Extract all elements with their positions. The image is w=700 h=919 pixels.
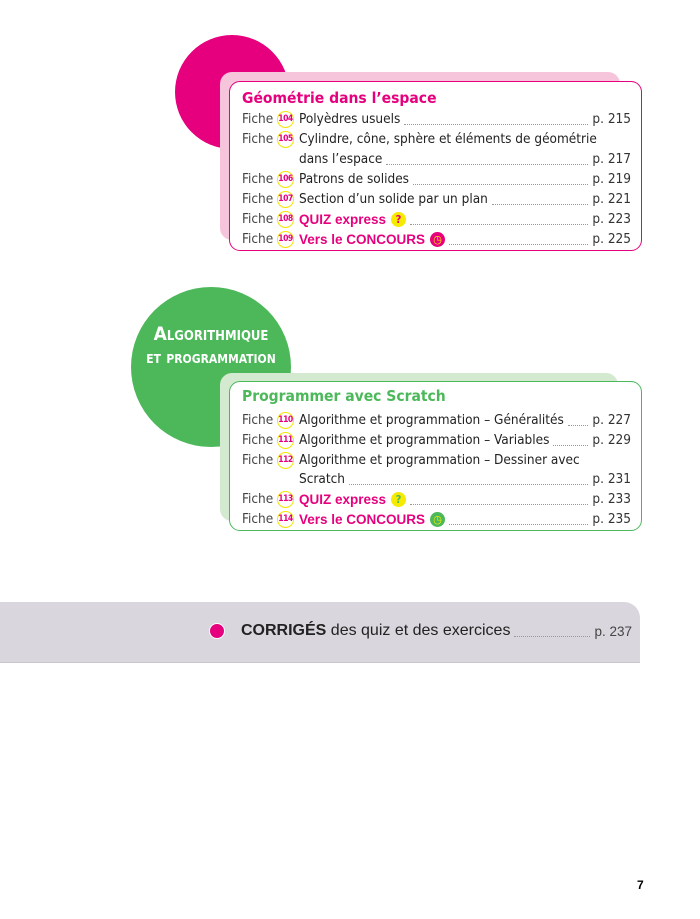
entry-label: dans l’espace bbox=[299, 151, 383, 167]
clock-icon: ◷ bbox=[430, 231, 446, 247]
fiche-number-badge: 114 bbox=[277, 510, 294, 528]
entry-label: Polyèdres usuels bbox=[299, 111, 401, 127]
fiche-number-badge: 113 bbox=[277, 490, 294, 508]
toc-entry[interactable]: Fiche 109 Vers le CONCOURS ◷ p. 225 bbox=[242, 229, 631, 249]
toc-entry[interactable]: Fiche 104 Polyèdres usuels p. 215 bbox=[242, 109, 631, 129]
entry-page: p. 231 bbox=[592, 471, 631, 487]
dot-leader bbox=[410, 214, 589, 225]
dot-leader bbox=[386, 154, 589, 165]
dot-leader bbox=[348, 474, 589, 485]
dot-leader bbox=[553, 435, 589, 446]
entry-page: p. 227 bbox=[592, 412, 631, 428]
fiche-prefix: Fiche bbox=[242, 111, 274, 127]
dot-leader bbox=[404, 114, 589, 125]
fiche-prefix: Fiche bbox=[242, 412, 274, 428]
page-number: 7 bbox=[637, 878, 644, 892]
toc-entry[interactable]: Fiche 105 Cylindre, cône, sphère et élémen… bbox=[242, 129, 631, 149]
entry-label: Scratch bbox=[299, 471, 345, 487]
fiche-number-badge: 106 bbox=[277, 170, 294, 188]
fiche-number-badge: 108 bbox=[277, 210, 294, 228]
pink-dot-icon bbox=[209, 623, 225, 639]
algo-title: Programmer avec Scratch bbox=[242, 387, 446, 405]
clock-icon: ◷ bbox=[430, 511, 446, 527]
toc-entry[interactable]: Scratch p. 231 bbox=[242, 469, 631, 489]
dot-leader bbox=[491, 194, 589, 205]
entry-label: Cylindre, cône, sphère et éléments de gé… bbox=[299, 131, 597, 147]
toc-entry[interactable]: Fiche 108 QUIZ express? p. 223 bbox=[242, 209, 631, 229]
toc-entry[interactable]: Fiche 112 Algorithme et programmation – De… bbox=[242, 450, 631, 470]
corriges-label: des quiz et des exercices bbox=[326, 622, 511, 639]
fiche-prefix: Fiche bbox=[242, 131, 274, 147]
dot-leader bbox=[514, 626, 591, 637]
entry-label: QUIZ express bbox=[299, 491, 387, 507]
entry-label: Section d’un solide par un plan bbox=[299, 191, 488, 207]
fiche-prefix: Fiche bbox=[242, 491, 274, 507]
toc-entry[interactable]: Fiche 107 Section d’un solide par un plan p… bbox=[242, 189, 631, 209]
entry-label: Vers le CONCOURS bbox=[299, 511, 426, 527]
entry-label: Algorithme et programmation – Dessiner a… bbox=[299, 452, 580, 468]
entry-page: p. 221 bbox=[592, 191, 631, 207]
geometry-title: Géométrie dans l’espace bbox=[242, 89, 437, 107]
dot-leader bbox=[449, 234, 589, 245]
corriges-page: p. 237 bbox=[594, 623, 632, 639]
dot-leader bbox=[410, 494, 589, 505]
toc-entry[interactable]: Fiche 106 Patrons de solides p. 219 bbox=[242, 169, 631, 189]
entry-page: p. 219 bbox=[592, 171, 631, 187]
toc-entry[interactable]: Fiche 114 Vers le CONCOURS ◷ p. 235 bbox=[242, 509, 631, 529]
dot-leader bbox=[449, 514, 589, 525]
toc-entry[interactable]: Fiche 111 Algorithme et programmation – Va… bbox=[242, 430, 631, 450]
fiche-prefix: Fiche bbox=[242, 211, 274, 227]
fiche-number-badge: 104 bbox=[277, 110, 294, 128]
entry-page: p. 233 bbox=[592, 491, 631, 507]
fiche-number-badge: 107 bbox=[277, 190, 294, 208]
question-icon: ? bbox=[391, 491, 407, 507]
dot-leader bbox=[567, 415, 589, 426]
question-icon: ? bbox=[391, 211, 407, 227]
algo-section-title: Algorithmique et programmation bbox=[130, 322, 292, 370]
fiche-number-badge: 109 bbox=[277, 230, 294, 248]
geometry-box: Géométrie dans l’espace Fiche 104 Polyèdre… bbox=[229, 81, 642, 251]
corriges-band[interactable]: CORRIGÉS des quiz et des exercices p. 23… bbox=[0, 602, 640, 663]
fiche-prefix: Fiche bbox=[242, 191, 274, 207]
fiche-prefix: Fiche bbox=[242, 171, 274, 187]
entry-page: p. 215 bbox=[592, 111, 631, 127]
fiche-number-badge: 110 bbox=[277, 411, 294, 429]
toc-entry[interactable]: Fiche 113 QUIZ express? p. 233 bbox=[242, 489, 631, 509]
entry-page: p. 229 bbox=[592, 432, 631, 448]
fiche-number-badge: 105 bbox=[277, 130, 294, 148]
entry-label: Vers le CONCOURS bbox=[299, 231, 426, 247]
algo-section-line2: et programmation bbox=[146, 348, 276, 368]
entry-label: QUIZ express bbox=[299, 211, 387, 227]
entry-page: p. 217 bbox=[592, 151, 631, 167]
entry-page: p. 223 bbox=[592, 211, 631, 227]
corriges-bold: CORRIGÉS bbox=[241, 622, 327, 639]
fiche-prefix: Fiche bbox=[242, 452, 274, 468]
dot-leader bbox=[413, 174, 589, 185]
algo-section-line1: Algorithmique bbox=[153, 323, 269, 345]
entry-label: Algorithme et programmation – Variables bbox=[299, 432, 550, 448]
fiche-prefix: Fiche bbox=[242, 231, 274, 247]
entry-page: p. 235 bbox=[592, 511, 631, 527]
entry-label: Algorithme et programmation – Généralité… bbox=[299, 412, 564, 428]
toc-entry[interactable]: dans l’espace p. 217 bbox=[242, 149, 631, 169]
fiche-number-badge: 111 bbox=[277, 431, 294, 449]
algo-box: Programmer avec Scratch Fiche 110 Algorith… bbox=[229, 381, 642, 531]
entry-page: p. 225 bbox=[592, 231, 631, 247]
entry-label: Patrons de solides bbox=[299, 171, 409, 187]
fiche-prefix: Fiche bbox=[242, 511, 274, 527]
toc-entry[interactable]: Fiche 110 Algorithme et programmation – Gé… bbox=[242, 410, 631, 430]
fiche-prefix: Fiche bbox=[242, 432, 274, 448]
fiche-number-badge: 112 bbox=[277, 451, 294, 469]
